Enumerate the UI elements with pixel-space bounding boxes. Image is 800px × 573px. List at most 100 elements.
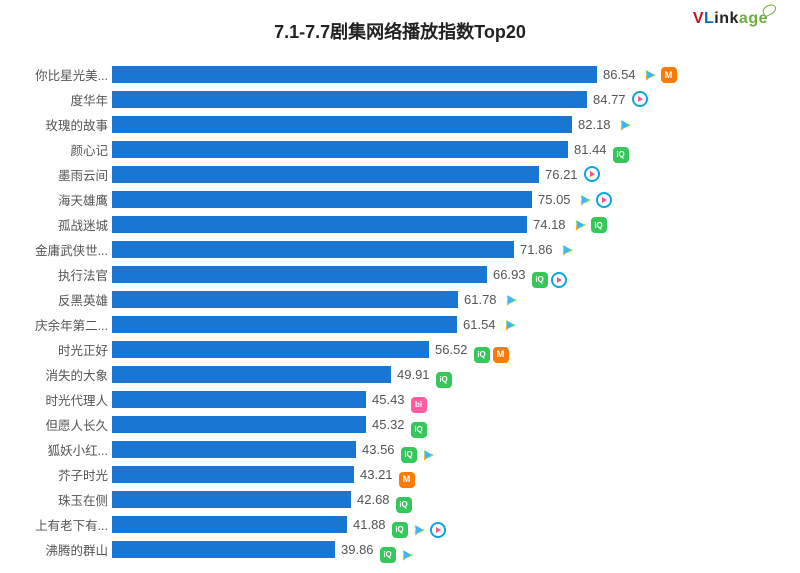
bar-label: 玫瑰的故事 bbox=[22, 115, 112, 134]
bar-fill bbox=[112, 466, 354, 483]
bar-fill bbox=[112, 341, 429, 358]
iqiyi-icon: iQ bbox=[613, 147, 629, 163]
platform-icons: iQ bbox=[436, 372, 452, 388]
platform-icons bbox=[584, 166, 600, 182]
platform-icons: iQ bbox=[401, 447, 436, 463]
bar-label: 金庸武侠世... bbox=[22, 240, 112, 259]
bar-value: 43.56iQ bbox=[362, 440, 436, 459]
platform-icons bbox=[617, 117, 633, 133]
bar-track: 82.18 bbox=[112, 112, 778, 137]
value-text: 74.18 bbox=[533, 217, 566, 232]
bar-row: 珠玉在侧42.68iQ bbox=[22, 487, 778, 512]
value-text: 43.56 bbox=[362, 442, 395, 457]
bar-value: 45.43bi bbox=[372, 390, 427, 409]
chart-container: VLinkage 7.1-7.7剧集网络播放指数Top20 你比星光美...86… bbox=[0, 0, 800, 573]
bar-label: 孤战迷城 bbox=[22, 215, 112, 234]
bar-value: 76.21 bbox=[545, 165, 600, 184]
bar-row: 时光正好56.52iQM bbox=[22, 337, 778, 362]
bar-track: 56.52iQM bbox=[112, 337, 778, 362]
bar-track: 61.54 bbox=[112, 312, 778, 337]
youku-icon bbox=[430, 522, 446, 538]
bar-value: 39.86iQ bbox=[341, 540, 415, 559]
logo-part: L bbox=[704, 10, 714, 27]
bar-fill bbox=[112, 116, 572, 133]
bar-value: 71.86 bbox=[520, 240, 575, 259]
bar-row: 海天雄鹰 75.05 bbox=[22, 187, 778, 212]
tencent-icon bbox=[411, 522, 427, 538]
iqiyi-icon: iQ bbox=[532, 272, 548, 288]
value-text: 84.77 bbox=[593, 92, 626, 107]
value-text: 41.88 bbox=[353, 517, 386, 532]
chart-title: 7.1-7.7剧集网络播放指数Top20 bbox=[22, 18, 778, 44]
bar-label: 庆余年第二... bbox=[22, 315, 112, 334]
youku-icon bbox=[596, 192, 612, 208]
platform-icons: iQ bbox=[380, 547, 415, 563]
value-text: 86.54 bbox=[603, 67, 636, 82]
value-text: 82.18 bbox=[578, 117, 611, 132]
tencent-icon bbox=[642, 67, 658, 83]
bar-value: 43.21M bbox=[360, 465, 415, 484]
platform-icons bbox=[503, 292, 519, 308]
bar-value: 75.05 bbox=[538, 190, 612, 209]
tencent-icon bbox=[559, 242, 575, 258]
value-text: 42.68 bbox=[357, 492, 390, 507]
bili-icon: bi bbox=[411, 397, 427, 413]
bar-fill bbox=[112, 391, 366, 408]
tencent-icon bbox=[577, 192, 593, 208]
bar-label: 海天雄鹰 bbox=[22, 190, 112, 209]
value-text: 66.93 bbox=[493, 267, 526, 282]
value-text: 75.05 bbox=[538, 192, 571, 207]
bar-row: 但愿人长久45.32iQ bbox=[22, 412, 778, 437]
logo-part: V bbox=[693, 10, 704, 27]
bar-row: 孤战迷城 74.18 iQ bbox=[22, 212, 778, 237]
iqiyi-icon: iQ bbox=[392, 522, 408, 538]
bar-track: 49.91iQ bbox=[112, 362, 778, 387]
bar-row: 沸腾的群山 39.86iQ bbox=[22, 537, 778, 562]
youku-icon bbox=[632, 91, 648, 107]
bar-value: 86.54M bbox=[603, 65, 677, 84]
bar-value: 74.18 iQ bbox=[533, 215, 607, 234]
bar-label: 度华年 bbox=[22, 90, 112, 109]
platform-icons: iQM bbox=[474, 347, 509, 363]
youku-icon bbox=[584, 166, 600, 182]
bar-track: 76.21 bbox=[112, 162, 778, 187]
iqiyi-icon: iQ bbox=[591, 217, 607, 233]
tencent-icon bbox=[502, 317, 518, 333]
iqiyi-icon: iQ bbox=[401, 447, 417, 463]
bar-label: 沸腾的群山 bbox=[22, 540, 112, 559]
bar-label: 墨雨云间 bbox=[22, 165, 112, 184]
bar-value: 49.91iQ bbox=[397, 365, 452, 384]
bar-track: 84.77 bbox=[112, 87, 778, 112]
youku-icon bbox=[551, 272, 567, 288]
platform-icons: iQ bbox=[572, 217, 607, 233]
bar-fill bbox=[112, 91, 587, 108]
bar-fill bbox=[112, 291, 458, 308]
bar-row: 反黑英雄61.78 bbox=[22, 287, 778, 312]
leaf-icon bbox=[761, 2, 778, 17]
platform-icons bbox=[632, 91, 648, 107]
bar-track: 42.68 iQ bbox=[112, 487, 778, 512]
platform-icons: iQ bbox=[411, 422, 427, 438]
bar-fill bbox=[112, 516, 347, 533]
bar-row: 上有老下有...41.88iQ bbox=[22, 512, 778, 537]
iqiyi-icon: iQ bbox=[396, 497, 412, 513]
value-text: 76.21 bbox=[545, 167, 578, 182]
bar-fill bbox=[112, 541, 335, 558]
value-text: 45.43 bbox=[372, 392, 405, 407]
bar-rows: 你比星光美...86.54M度华年84.77玫瑰的故事82.18颜心记81.44… bbox=[22, 62, 778, 562]
bar-track: 45.32iQ bbox=[112, 412, 778, 437]
bar-label: 执行法官 bbox=[22, 265, 112, 284]
bar-row: 狐妖小红...43.56iQ bbox=[22, 437, 778, 462]
platform-icons: iQ bbox=[392, 522, 446, 538]
platform-icons: bi bbox=[411, 397, 427, 413]
iqiyi-icon: iQ bbox=[474, 347, 490, 363]
bar-fill bbox=[112, 141, 568, 158]
bar-fill bbox=[112, 441, 356, 458]
platform-icons bbox=[577, 192, 612, 208]
bar-label: 反黑英雄 bbox=[22, 290, 112, 309]
bar-fill bbox=[112, 416, 366, 433]
bar-row: 度华年 84.77 bbox=[22, 87, 778, 112]
bar-fill bbox=[112, 316, 457, 333]
bar-label: 时光正好 bbox=[22, 340, 112, 359]
bar-row: 你比星光美...86.54M bbox=[22, 62, 778, 87]
